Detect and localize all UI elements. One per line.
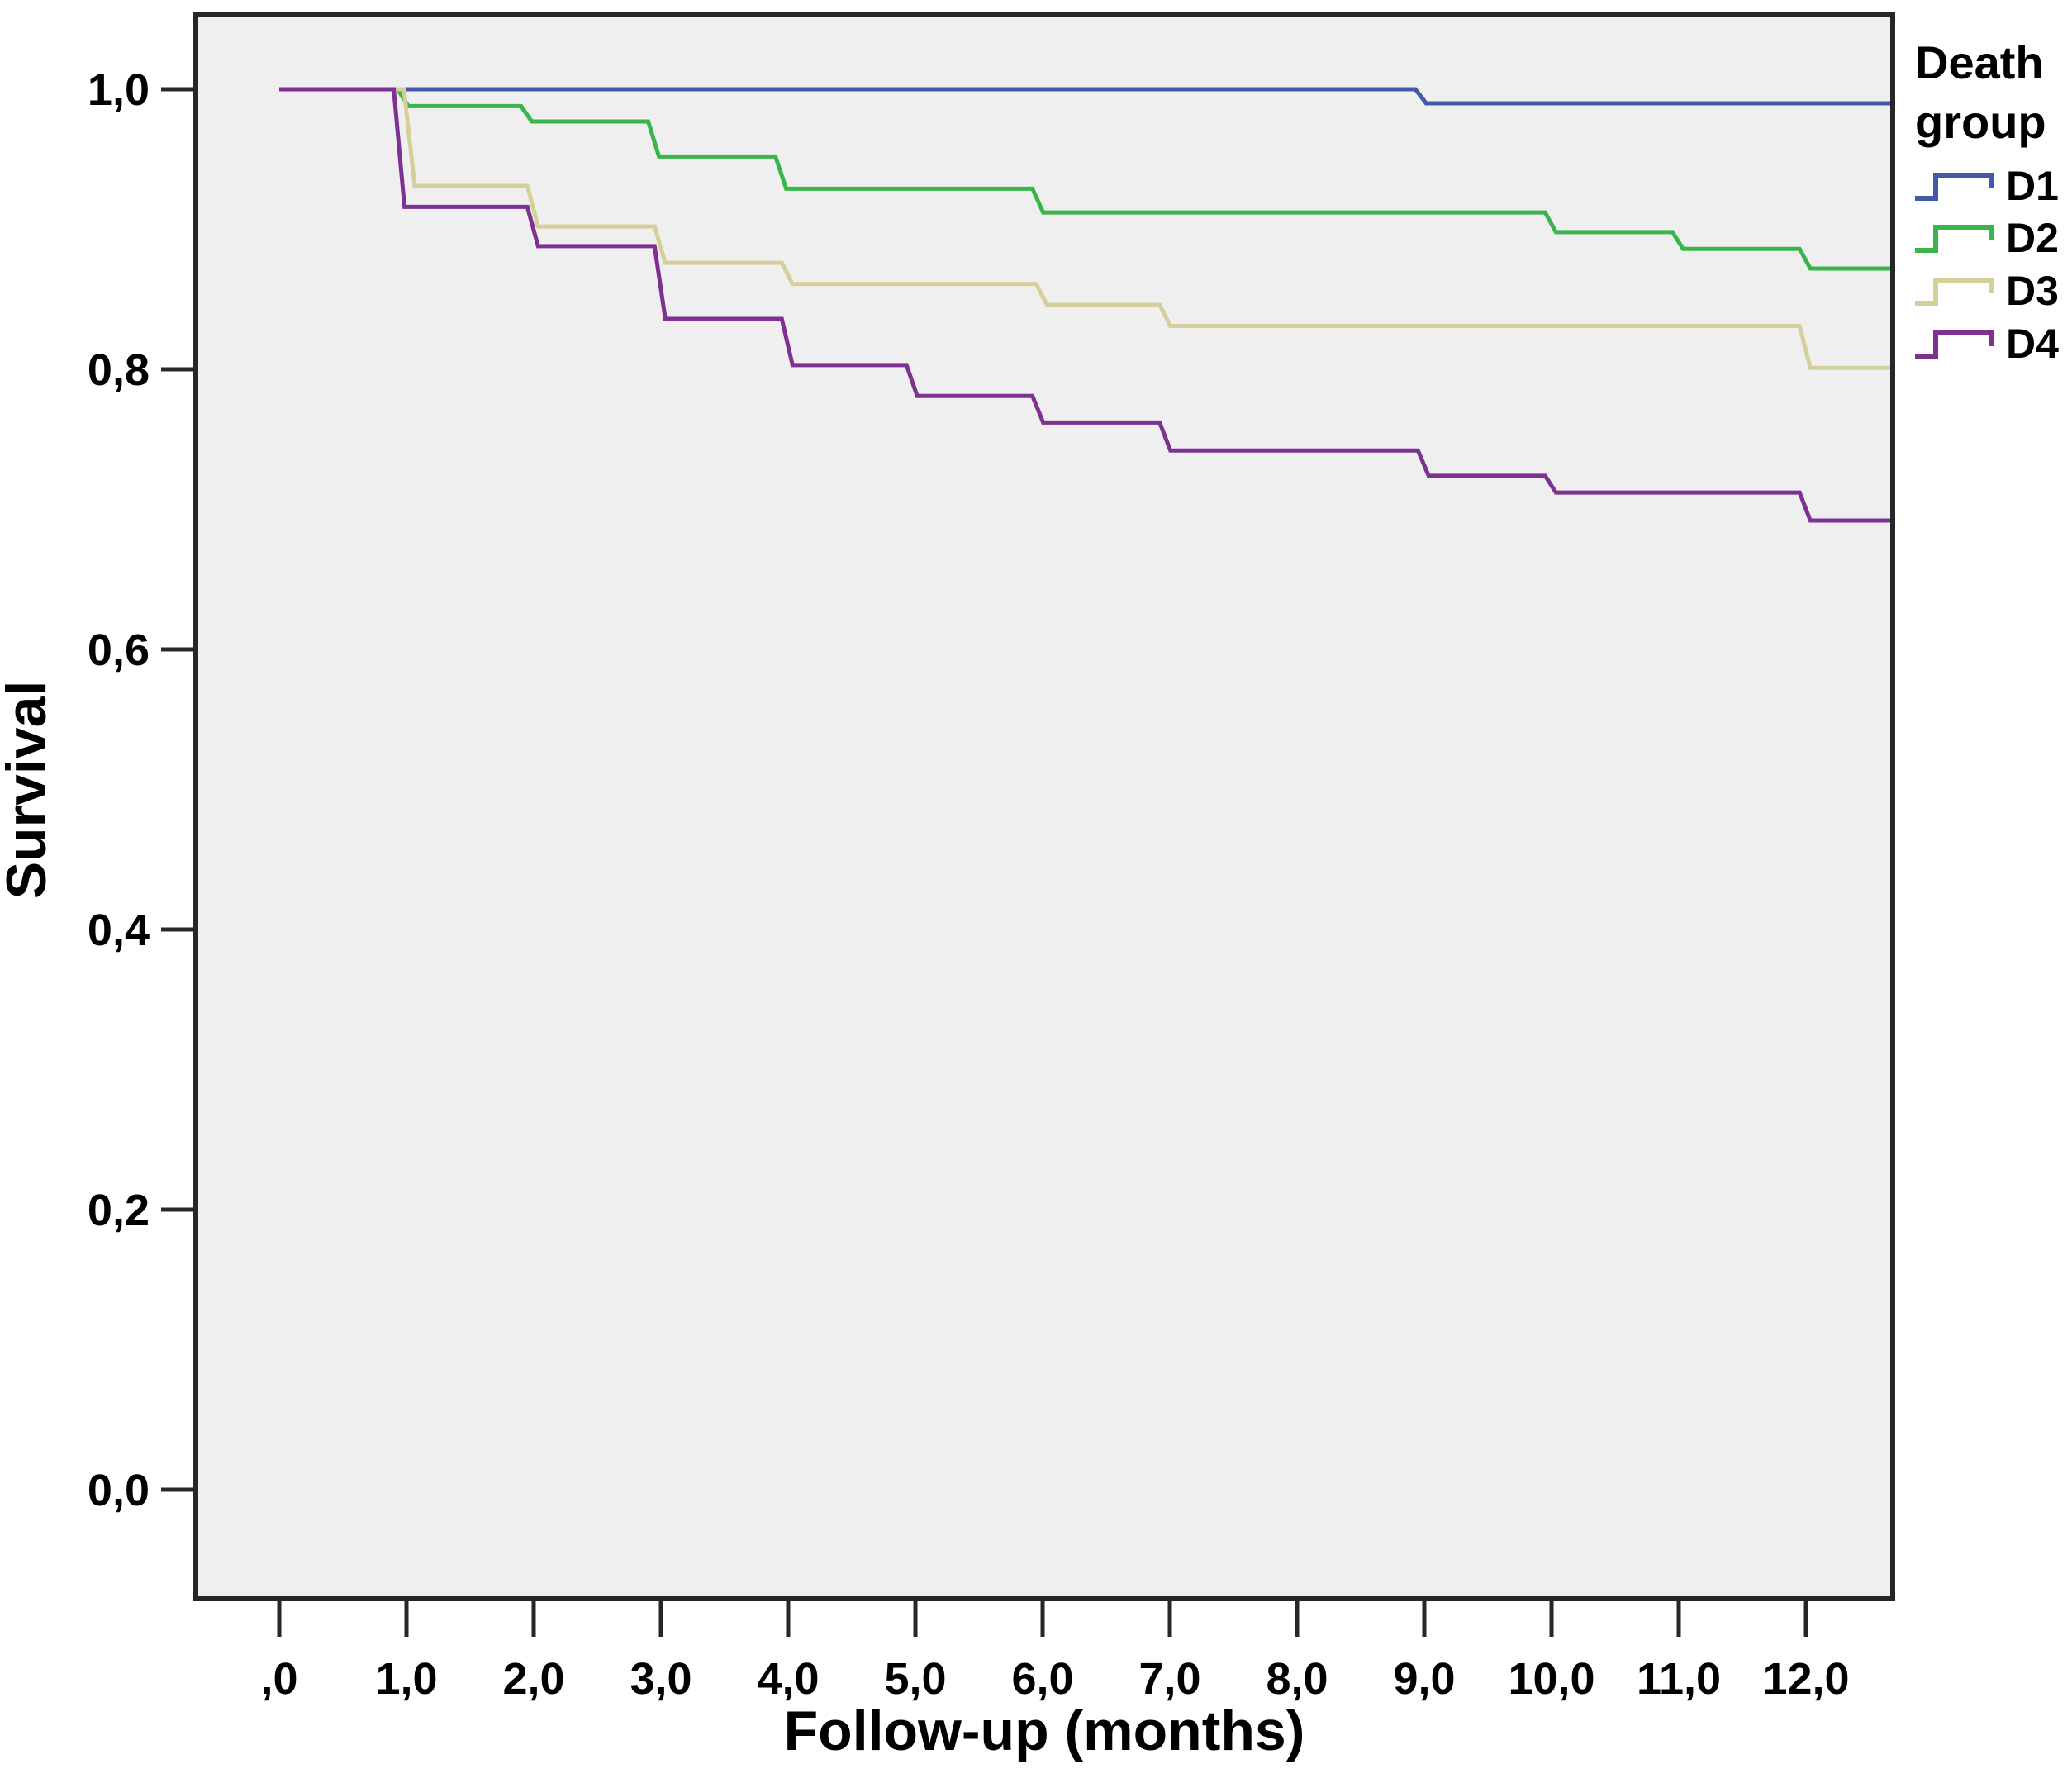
x-axis-title: Follow-up (months) bbox=[784, 1700, 1305, 1762]
survival-curve-D3 bbox=[279, 87, 1893, 370]
x-tick-label: 4,0 bbox=[757, 1654, 819, 1704]
legend-label-d1: D1 bbox=[2006, 163, 2059, 209]
x-tick-label: ,0 bbox=[260, 1654, 297, 1704]
x-axis-ticks: ,0 1,0 2,0 3,0 4,0 5,0 6,0 7,0 8,0 9,0 10,0 11,0 12,… bbox=[260, 1599, 1850, 1704]
legend-title-line2: group bbox=[1915, 96, 2046, 148]
y-tick-label: 0,6 bbox=[88, 625, 150, 675]
legend-title-line1: Death bbox=[1915, 36, 2044, 88]
legend-key-D4 bbox=[1915, 330, 1994, 359]
x-tick-label: 5,0 bbox=[884, 1654, 946, 1704]
y-axis-ticks: 1,0 0,8 0,6 0,4 0,2 0,0 bbox=[88, 65, 196, 1515]
x-tick-label: 7,0 bbox=[1138, 1654, 1200, 1704]
y-tick-label: 1,0 bbox=[88, 65, 150, 115]
x-tick-label: 10,0 bbox=[1508, 1654, 1594, 1704]
x-tick-label: 11,0 bbox=[1637, 1654, 1721, 1704]
legend-label-d3: D3 bbox=[2006, 268, 2059, 314]
legend-label-d2: D2 bbox=[2006, 215, 2059, 261]
x-tick-label: 3,0 bbox=[630, 1654, 691, 1704]
y-tick-label: 0,2 bbox=[88, 1186, 150, 1235]
legend-key-D3 bbox=[1915, 278, 1994, 306]
survival-curves bbox=[279, 87, 1893, 523]
x-tick-label: 2,0 bbox=[502, 1654, 564, 1704]
y-tick-label: 0,8 bbox=[88, 345, 150, 395]
legend-key-D1 bbox=[1915, 173, 1994, 201]
survival-curve-D2 bbox=[279, 87, 1893, 271]
legend-label-d4: D4 bbox=[2006, 321, 2059, 367]
legend-keys bbox=[1915, 173, 1994, 359]
x-tick-label: 6,0 bbox=[1011, 1654, 1073, 1704]
plot-frame bbox=[193, 12, 1895, 1601]
y-tick-label: 0,4 bbox=[88, 906, 150, 955]
survival-curve-D4 bbox=[279, 87, 1893, 523]
y-tick-label: 0,0 bbox=[88, 1466, 150, 1515]
x-tick-label: 1,0 bbox=[375, 1654, 437, 1704]
legend-key-D2 bbox=[1915, 225, 1994, 253]
y-axis-title: Survival bbox=[0, 681, 58, 900]
survival-curve-D1 bbox=[279, 87, 1893, 106]
x-tick-label: 8,0 bbox=[1266, 1654, 1328, 1704]
x-tick-label: 9,0 bbox=[1393, 1654, 1455, 1704]
plot-area-background bbox=[196, 15, 1893, 1599]
x-tick-label: 12,0 bbox=[1762, 1654, 1849, 1704]
legend: Death group D1 D2 D3 D4 bbox=[1915, 36, 2059, 367]
